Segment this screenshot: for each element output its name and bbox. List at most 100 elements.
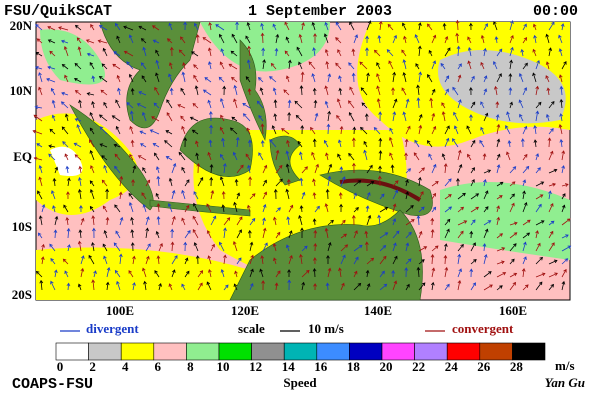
- wind-arrow: [275, 270, 281, 278]
- wind-arrow: [34, 65, 43, 70]
- wind-arrow: [168, 73, 173, 83]
- wind-arrow: [230, 50, 238, 57]
- wind-arrow: [466, 125, 472, 135]
- wind-arrow: [378, 20, 383, 31]
- wind-arrow: [548, 182, 556, 187]
- wind-arrow: [339, 125, 344, 135]
- wind-arrow: [154, 86, 160, 96]
- wind-arrow: [47, 65, 56, 70]
- wind-arrow: [166, 99, 173, 109]
- wind-arrow: [139, 130, 147, 135]
- wind-arrow: [327, 73, 332, 83]
- wind-arrow: [391, 270, 396, 278]
- wind-arrow: [262, 217, 266, 226]
- wind-arrow: [444, 206, 453, 213]
- wind-arrow: [405, 98, 410, 109]
- wind-arrow: [431, 88, 436, 96]
- wind-arrow: [483, 75, 488, 83]
- colorbar-tick-label: 10: [217, 359, 230, 374]
- wind-arrow: [169, 46, 174, 57]
- wind-arrow: [242, 102, 251, 109]
- wind-arrow: [140, 62, 147, 70]
- wind-arrow: [158, 243, 163, 252]
- wind-arrow: [405, 231, 412, 239]
- wind-arrow: [285, 244, 290, 252]
- wind-arrow: [91, 75, 96, 83]
- wind-arrow: [36, 38, 43, 44]
- wind-arrow: [77, 188, 82, 200]
- wind-arrow: [417, 45, 422, 57]
- wind-arrow: [561, 193, 566, 200]
- wind-arrow: [469, 114, 473, 122]
- wind-arrow: [40, 256, 45, 265]
- wind-arrow: [467, 60, 472, 70]
- wind-arrow: [220, 153, 225, 161]
- wind-arrow: [141, 111, 147, 122]
- colorbar: 0 2 4 6 8 10 12 14 16 18 20 22 24 26 28: [55, 342, 546, 374]
- wind-arrow: [129, 110, 134, 122]
- legend: divergent scale 10 m/s convergent: [60, 321, 514, 336]
- wind-arrow: [455, 32, 460, 44]
- legend-divergent: divergent: [86, 321, 139, 336]
- land: [69, 21, 433, 301]
- wind-arrow: [313, 257, 317, 265]
- wind-arrow: [247, 88, 252, 96]
- wind-arrow: [548, 230, 554, 239]
- wind-arrow: [559, 98, 564, 109]
- wind-arrow: [248, 176, 252, 187]
- wind-arrow: [155, 72, 160, 83]
- wind-arrow: [114, 204, 121, 213]
- wind-arrow: [301, 22, 305, 31]
- wind-arrow: [405, 205, 414, 213]
- wind-arrow: [338, 192, 343, 200]
- wind-arrow: [558, 74, 563, 83]
- wind-arrow: [559, 138, 564, 148]
- wind-arrow: [353, 230, 358, 239]
- wind-arrow: [336, 98, 342, 109]
- colorbar-box: [316, 342, 350, 361]
- wind-arrow: [145, 255, 150, 265]
- wind-arrow: [453, 111, 459, 122]
- wind-arrow: [392, 255, 398, 265]
- wind-arrow: [261, 280, 265, 291]
- wind-arrow: [63, 204, 69, 213]
- wind-arrow: [509, 46, 514, 57]
- wind-arrow: [288, 230, 293, 239]
- wind-arrow: [404, 267, 409, 278]
- wind-arrow: [518, 72, 524, 83]
- wind-arrow: [272, 87, 277, 96]
- wind-arrow: [431, 34, 437, 44]
- colorbar-box: [120, 342, 155, 361]
- wind-arrow: [327, 175, 332, 187]
- wind-arrow: [548, 168, 558, 174]
- wind-arrow: [207, 99, 212, 109]
- wind-arrow: [301, 245, 308, 252]
- wind-arrow: [51, 99, 56, 109]
- wind-arrow: [496, 216, 501, 226]
- wind-arrow: [301, 166, 308, 174]
- wind-arrow: [548, 190, 552, 200]
- wind-arrow: [285, 188, 290, 200]
- wind-arrow: [287, 59, 292, 70]
- wind-arrow: [405, 258, 412, 265]
- wind-arrow: [285, 150, 290, 161]
- wind-arrow: [548, 272, 558, 278]
- wind-arrow: [158, 282, 162, 291]
- colorbar-tick-label: 12: [249, 359, 262, 374]
- wind-arrow: [431, 192, 436, 200]
- lat-label: 10S: [12, 219, 32, 234]
- wind-arrow: [509, 59, 513, 70]
- wind-arrow: [284, 21, 290, 31]
- wind-arrow: [444, 266, 449, 278]
- wind-arrow: [392, 230, 400, 239]
- wind-arrow: [377, 175, 382, 187]
- wind-arrow: [339, 203, 343, 213]
- colorbar-box: [218, 342, 252, 361]
- wind-arrow: [193, 242, 199, 252]
- wind-arrow: [457, 253, 462, 265]
- wind-arrow: [483, 47, 487, 57]
- wind-arrow: [273, 113, 278, 122]
- wind-arrow: [548, 100, 555, 109]
- wind-arrow: [184, 229, 191, 239]
- wind-arrow: [351, 137, 356, 148]
